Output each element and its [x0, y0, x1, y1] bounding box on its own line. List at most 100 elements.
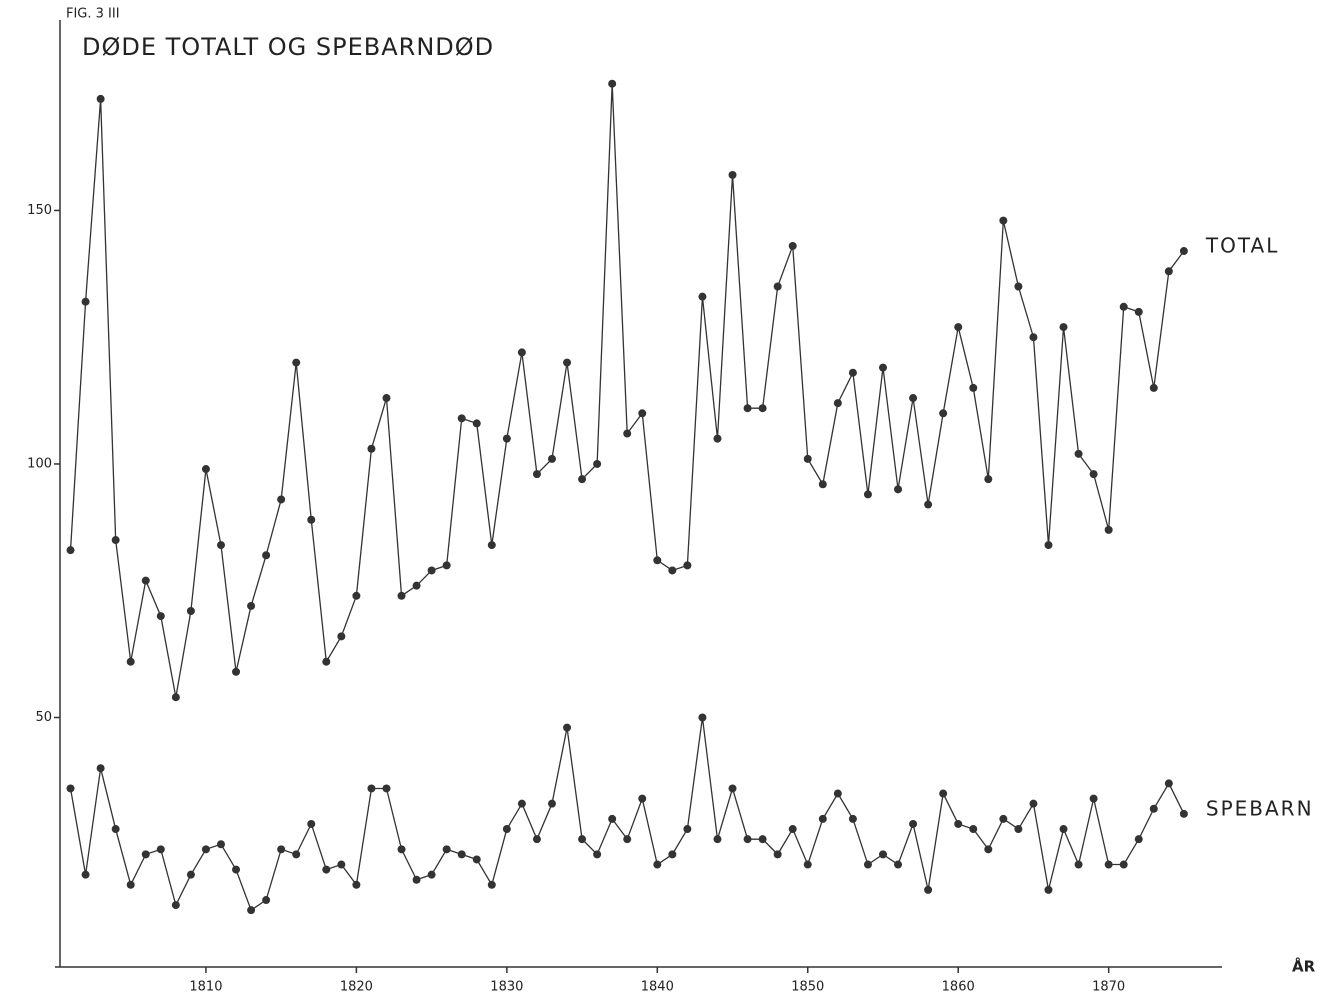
data-point — [1149, 383, 1158, 392]
data-point — [442, 845, 451, 854]
data-point — [668, 850, 677, 859]
data-point — [984, 845, 993, 854]
data-point — [322, 865, 331, 874]
data-point — [382, 394, 391, 403]
data-point — [156, 612, 165, 621]
data-point — [126, 657, 135, 666]
data-point — [547, 799, 556, 808]
x-tick-label: 1830 — [490, 980, 523, 995]
data-point — [457, 850, 466, 859]
data-point — [457, 414, 466, 423]
data-point — [277, 845, 286, 854]
data-point — [307, 819, 316, 828]
data-point — [1179, 247, 1188, 256]
data-point — [1164, 267, 1173, 276]
data-point — [803, 860, 812, 869]
data-point — [532, 470, 541, 479]
data-point — [1044, 885, 1053, 894]
data-point — [833, 789, 842, 798]
data-point — [924, 885, 933, 894]
data-point — [578, 475, 587, 484]
data-point — [758, 835, 767, 844]
data-point — [683, 825, 692, 834]
data-point — [1059, 323, 1068, 332]
data-point — [924, 500, 933, 509]
data-point — [608, 79, 617, 88]
data-point — [743, 404, 752, 413]
data-point — [472, 855, 481, 864]
data-point — [563, 358, 572, 367]
data-point — [1059, 825, 1068, 834]
data-point — [397, 591, 406, 600]
data-point — [728, 170, 737, 179]
data-point — [337, 860, 346, 869]
data-point — [878, 363, 887, 372]
data-point — [66, 546, 75, 555]
data-point — [818, 814, 827, 823]
data-point — [593, 850, 602, 859]
data-point — [969, 383, 978, 392]
data-point — [773, 282, 782, 291]
data-point — [1014, 825, 1023, 834]
data-point — [999, 814, 1008, 823]
x-tick-label: 1850 — [791, 980, 824, 995]
data-point — [81, 297, 90, 306]
data-point — [863, 490, 872, 499]
data-point — [487, 541, 496, 550]
data-point — [894, 860, 903, 869]
series-label: TOTAL — [1205, 234, 1279, 258]
data-point — [292, 850, 301, 859]
y-tick-label: 150 — [27, 203, 52, 218]
data-point — [352, 591, 361, 600]
data-point — [1104, 860, 1113, 869]
y-tick-label: 50 — [35, 710, 52, 725]
data-point — [878, 850, 887, 859]
data-point — [502, 434, 511, 443]
data-point — [397, 845, 406, 854]
data-point — [487, 880, 496, 889]
series-line — [69, 83, 1185, 698]
data-point — [322, 657, 331, 666]
data-point — [593, 459, 602, 468]
data-point — [623, 429, 632, 438]
data-point — [96, 94, 105, 103]
data-point — [999, 216, 1008, 225]
data-point — [1164, 779, 1173, 788]
data-point — [788, 241, 797, 250]
figure-label: FIG. 3 III — [66, 7, 120, 22]
data-point — [247, 601, 256, 610]
data-point — [81, 870, 90, 879]
data-point — [728, 784, 737, 793]
data-point — [216, 840, 225, 849]
data-point — [502, 825, 511, 834]
data-point — [1134, 307, 1143, 316]
data-point — [954, 323, 963, 332]
data-point — [773, 850, 782, 859]
chart-title: DØDE TOTALT OG SPEBARNDØD — [82, 33, 494, 61]
data-point — [653, 556, 662, 565]
x-tick-label: 1810 — [189, 980, 222, 995]
data-point — [517, 348, 526, 357]
data-point — [201, 845, 210, 854]
data-point — [292, 358, 301, 367]
data-point — [909, 819, 918, 828]
data-point — [638, 794, 647, 803]
data-point — [683, 561, 692, 570]
data-point — [969, 825, 978, 834]
data-point — [96, 764, 105, 773]
data-point — [307, 515, 316, 524]
data-point — [126, 880, 135, 889]
data-point — [517, 799, 526, 808]
data-point — [232, 667, 241, 676]
data-point — [382, 784, 391, 793]
data-point — [1074, 860, 1083, 869]
data-point — [66, 784, 75, 793]
data-point — [909, 394, 918, 403]
data-point — [713, 835, 722, 844]
data-point — [1119, 860, 1128, 869]
data-point — [848, 368, 857, 377]
data-point — [713, 434, 722, 443]
x-tick-label: 1860 — [942, 980, 975, 995]
data-point — [803, 454, 812, 463]
